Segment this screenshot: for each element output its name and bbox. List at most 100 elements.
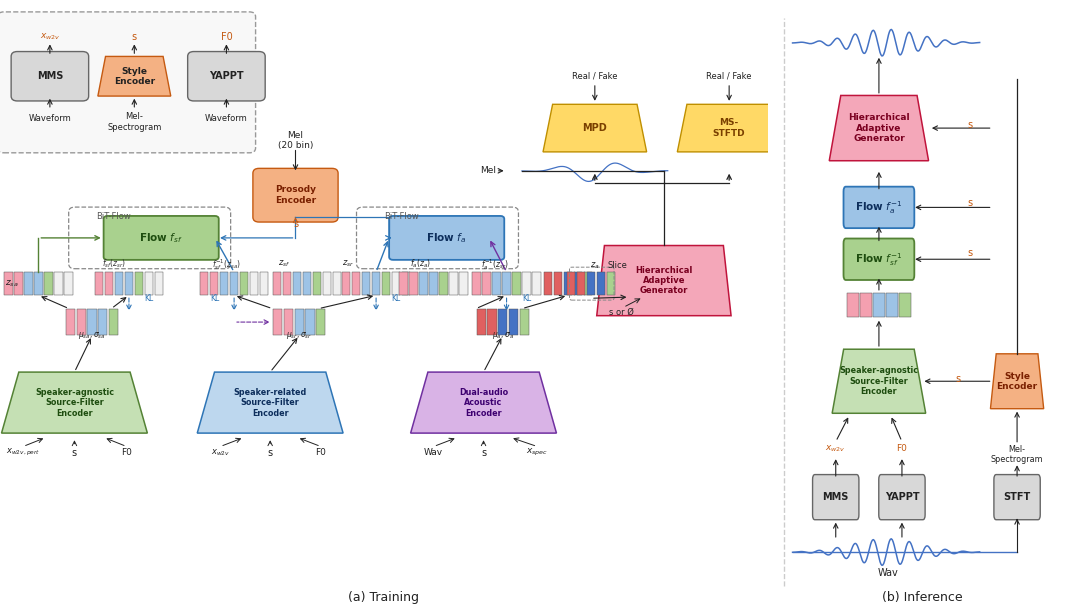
Bar bbox=[210, 272, 219, 295]
Bar bbox=[574, 272, 582, 295]
Bar bbox=[597, 272, 605, 295]
Bar bbox=[498, 309, 507, 335]
Bar bbox=[64, 272, 72, 295]
Text: $x_{w2v}$: $x_{w2v}$ bbox=[39, 31, 60, 42]
Bar bbox=[886, 293, 898, 317]
Bar bbox=[293, 272, 302, 295]
Polygon shape bbox=[677, 104, 781, 152]
Bar bbox=[44, 272, 52, 295]
Text: s: s bbox=[71, 448, 77, 458]
Bar bbox=[109, 309, 118, 335]
Bar bbox=[4, 272, 13, 295]
Bar bbox=[125, 272, 133, 295]
Text: F0: F0 bbox=[122, 448, 132, 457]
Bar bbox=[115, 272, 124, 295]
FancyBboxPatch shape bbox=[878, 475, 925, 520]
Bar bbox=[306, 309, 314, 335]
Bar bbox=[492, 272, 501, 295]
Text: Slice: Slice bbox=[608, 261, 628, 270]
Bar bbox=[508, 309, 518, 335]
Text: $x_{w2v,pert}$: $x_{w2v,pert}$ bbox=[5, 447, 41, 458]
Bar bbox=[303, 272, 311, 295]
Bar bbox=[477, 309, 486, 335]
Bar bbox=[333, 272, 341, 295]
Text: STFT: STFT bbox=[1003, 492, 1031, 502]
Text: Waveform: Waveform bbox=[29, 114, 71, 123]
FancyBboxPatch shape bbox=[812, 475, 859, 520]
Bar bbox=[323, 272, 332, 295]
Text: Style
Encoder: Style Encoder bbox=[997, 371, 1037, 391]
Text: MMS: MMS bbox=[36, 71, 63, 81]
Bar bbox=[361, 272, 370, 295]
Bar bbox=[282, 272, 291, 295]
Bar bbox=[847, 293, 859, 317]
Bar bbox=[104, 272, 113, 295]
Text: Mel-
Spectrogram: Mel- Spectrogram bbox=[990, 445, 1044, 464]
Bar bbox=[513, 272, 521, 295]
Bar bbox=[284, 309, 293, 335]
Bar bbox=[220, 272, 228, 295]
Bar bbox=[860, 293, 872, 317]
Text: s: s bbox=[293, 219, 298, 229]
Text: s: s bbox=[967, 120, 972, 130]
Text: $x_{w2v}$: $x_{w2v}$ bbox=[825, 443, 846, 454]
Bar bbox=[155, 272, 163, 295]
Bar bbox=[577, 272, 585, 295]
Text: F0: F0 bbox=[221, 32, 232, 41]
Text: KL: KL bbox=[144, 295, 154, 303]
Bar bbox=[98, 309, 108, 335]
Text: $z_{sa}$: $z_{sa}$ bbox=[4, 278, 18, 289]
Text: $z_{sf}$: $z_{sf}$ bbox=[278, 259, 290, 270]
Text: $x_{w2v}$: $x_{w2v}$ bbox=[211, 447, 230, 458]
FancyBboxPatch shape bbox=[843, 239, 915, 280]
Bar bbox=[134, 272, 143, 295]
Bar bbox=[260, 272, 269, 295]
Text: Real / Fake: Real / Fake bbox=[707, 72, 752, 81]
Text: s: s bbox=[481, 448, 486, 458]
Bar bbox=[240, 272, 248, 295]
Text: (a) Training: (a) Training bbox=[349, 591, 419, 605]
Text: Speaker-agnostic
Source-Filter
Encoder: Speaker-agnostic Source-Filter Encoder bbox=[35, 388, 114, 417]
Text: $f_{sf}(z_{sr})$: $f_{sf}(z_{sr})$ bbox=[101, 258, 126, 270]
Polygon shape bbox=[543, 104, 647, 152]
Text: BiT-Flow: BiT-Flow bbox=[384, 212, 419, 221]
Bar bbox=[66, 309, 76, 335]
Text: YAPPT: YAPPT bbox=[209, 71, 244, 81]
Bar bbox=[544, 272, 552, 295]
Text: $\mu_{sa},\sigma_{sa}$: $\mu_{sa},\sigma_{sa}$ bbox=[78, 330, 106, 341]
Bar bbox=[502, 272, 511, 295]
Text: s: s bbox=[268, 448, 273, 458]
Bar bbox=[273, 272, 281, 295]
Text: (b) Inference: (b) Inference bbox=[882, 591, 963, 605]
Text: F0: F0 bbox=[316, 448, 326, 457]
Text: s or Ø: s or Ø bbox=[610, 308, 634, 317]
Bar bbox=[873, 293, 885, 317]
Bar bbox=[487, 309, 497, 335]
Bar bbox=[372, 272, 381, 295]
Bar bbox=[607, 272, 615, 295]
Bar bbox=[483, 272, 490, 295]
FancyBboxPatch shape bbox=[253, 168, 338, 222]
Bar bbox=[230, 272, 239, 295]
Text: $f_{sf}^{-1}(z_{sa})$: $f_{sf}^{-1}(z_{sa})$ bbox=[212, 257, 241, 271]
Bar bbox=[249, 272, 258, 295]
Bar bbox=[439, 272, 448, 295]
Polygon shape bbox=[990, 354, 1044, 409]
Bar bbox=[400, 272, 408, 295]
Text: KL: KL bbox=[522, 295, 531, 303]
Bar bbox=[402, 272, 410, 295]
Text: $f_a^{-1}(z_{sr})$: $f_a^{-1}(z_{sr})$ bbox=[481, 257, 510, 271]
Text: Real / Fake: Real / Fake bbox=[572, 72, 617, 81]
Bar bbox=[145, 272, 154, 295]
Text: KL: KL bbox=[210, 295, 220, 303]
Bar bbox=[95, 272, 103, 295]
Bar bbox=[382, 272, 390, 295]
FancyBboxPatch shape bbox=[389, 216, 504, 260]
Text: Mel-
Spectrogram: Mel- Spectrogram bbox=[107, 112, 162, 132]
FancyBboxPatch shape bbox=[188, 51, 265, 101]
Text: Speaker-agnostic
Source-Filter
Encoder: Speaker-agnostic Source-Filter Encoder bbox=[839, 367, 919, 396]
Text: MMS: MMS bbox=[823, 492, 849, 502]
Bar bbox=[312, 272, 321, 295]
Bar bbox=[342, 272, 351, 295]
Text: s: s bbox=[132, 32, 136, 41]
